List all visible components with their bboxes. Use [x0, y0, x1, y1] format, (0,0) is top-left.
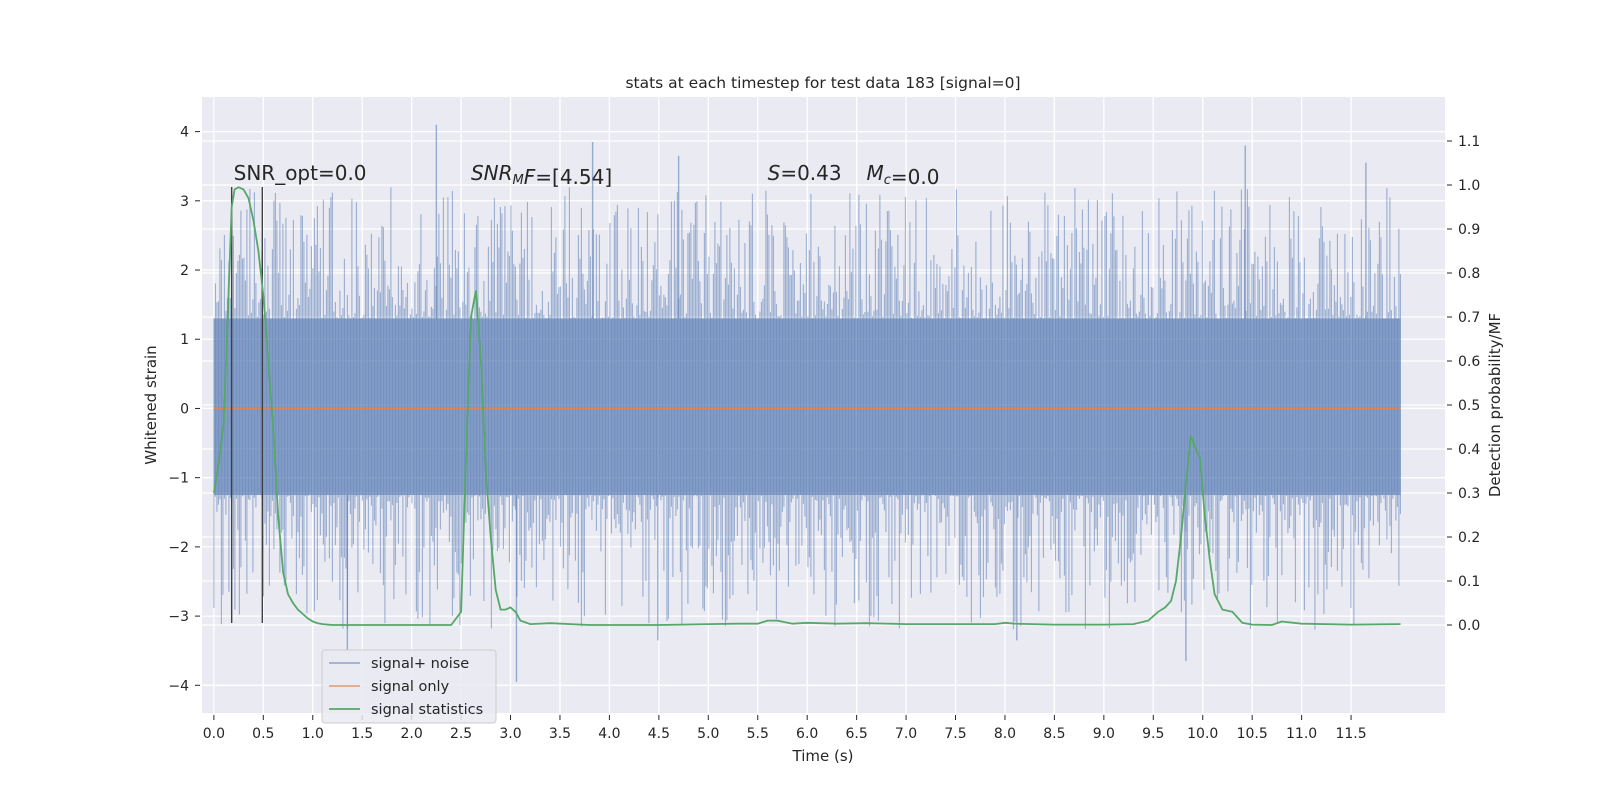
x-tick-label: 1.0	[302, 726, 324, 742]
y-right-tick-label: 1.0	[1458, 178, 1480, 194]
x-tick-label: 5.5	[747, 726, 769, 742]
y-tick-label: 4	[180, 125, 189, 141]
y-right-tick-label: 0.1	[1458, 574, 1480, 590]
x-tick-label: 0.0	[203, 726, 225, 742]
noise-trace	[213, 187, 1401, 630]
x-axis-label: Time (s)	[792, 747, 854, 765]
x-tick-label: 7.0	[895, 726, 917, 742]
y-right-tick-label: 0.3	[1458, 486, 1480, 502]
legend-label-noise: signal+ noise	[371, 656, 469, 672]
legend-label-signal-only: signal only	[371, 679, 450, 695]
annotation-mc_val: Mc=0.0	[867, 161, 940, 189]
vertical-markers	[230, 186, 264, 624]
legend: signal+ noise signal only signal statist…	[321, 649, 497, 724]
y-right-tick-label: 0.9	[1458, 222, 1480, 238]
noise-series	[213, 124, 1401, 682]
x-tick-label: 10.5	[1237, 726, 1268, 742]
x-tick-label: 11.0	[1286, 726, 1317, 742]
y-right-tick-label: 0.5	[1458, 398, 1480, 414]
x-tick-label: 8.0	[994, 726, 1016, 742]
y-tick-label: 1	[180, 332, 189, 348]
annotation-s_val: S=0.43	[768, 161, 842, 185]
x-tick-label: 6.0	[796, 726, 818, 742]
y-tick-label: 2	[180, 263, 189, 279]
legend-label-statistics: signal statistics	[371, 702, 483, 718]
x-tick-label: 4.5	[648, 726, 670, 742]
ticks: −4 −3 −2 −1 0 1 2 3 4 0.0 0.1 0.2 0.3 0.4 0.5 0.6 0.7 0.8…	[168, 125, 1480, 742]
y-right-tick-label: 1.1	[1458, 134, 1480, 150]
x-tick-label: 1.5	[351, 726, 373, 742]
x-tick-label: 10.0	[1187, 726, 1218, 742]
y-tick-label: −2	[168, 540, 189, 556]
x-tick-label: 8.5	[1043, 726, 1065, 742]
y-right-tick-label: 0.6	[1458, 354, 1480, 370]
y-tick-label: 0	[180, 401, 189, 417]
annotations: SNR_opt=0.0 SNRMF=[4.54] S=0.43 Mc=0.0	[234, 161, 940, 189]
x-tick-label: 11.5	[1335, 726, 1366, 742]
x-tick-label: 5.0	[697, 726, 719, 742]
y-right-tick-label: 0.4	[1458, 442, 1480, 458]
chart-title: stats at each timestep for test data 183…	[625, 74, 1020, 92]
x-tick-label: 3.5	[549, 726, 571, 742]
x-tick-label: 4.0	[598, 726, 620, 742]
y-tick-label: −3	[168, 609, 189, 625]
y-right-tick-label: 0.2	[1458, 530, 1480, 546]
x-tick-label: 2.0	[401, 726, 423, 742]
annotation-snr_opt: SNR_opt=0.0	[234, 161, 367, 185]
y-axis-right-label: Detection probability/MF	[1486, 313, 1504, 497]
legend-box	[321, 649, 497, 724]
x-tick-label: 9.0	[1093, 726, 1115, 742]
annotation-snr_mf: SNRMF=[4.54]	[471, 161, 612, 189]
x-tick-label: 0.5	[252, 726, 274, 742]
x-tick-label: 2.5	[450, 726, 472, 742]
y-axis-label: Whitened strain	[142, 345, 160, 464]
y-right-tick-label: 0.7	[1458, 310, 1480, 326]
y-tick-label: −4	[168, 678, 189, 694]
y-tick-label: −1	[168, 471, 189, 487]
y-right-tick-label: 0.8	[1458, 266, 1480, 282]
x-tick-label: 6.5	[845, 726, 867, 742]
x-tick-label: 7.5	[944, 726, 966, 742]
x-tick-label: 3.0	[499, 726, 521, 742]
x-tick-label: 9.5	[1142, 726, 1164, 742]
y-tick-label: 3	[180, 194, 189, 210]
y-right-tick-label: 0.0	[1458, 618, 1480, 634]
signal-statistics-line	[213, 186, 1401, 626]
